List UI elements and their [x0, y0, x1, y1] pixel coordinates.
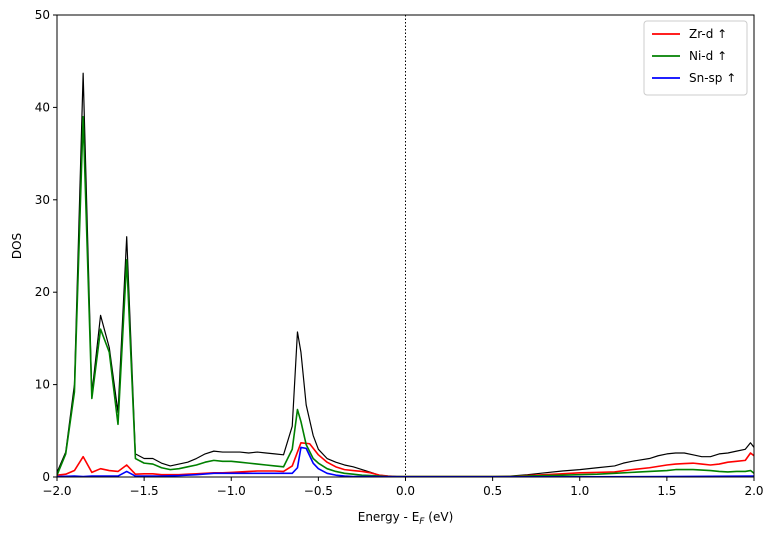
y-axis-label: DOS [10, 233, 24, 259]
x-tick-label: −2.0 [42, 484, 71, 498]
series-line-total [57, 72, 754, 477]
y-tick-label: 30 [35, 193, 50, 207]
x-tick-label: 1.0 [570, 484, 589, 498]
y-tick-label: 20 [35, 285, 50, 299]
y-ticks: 0 10 20 30 40 50 [35, 8, 57, 484]
series-line-ni-d [57, 115, 754, 477]
legend-label-sn-sp: Sn-sp ↑ [689, 71, 736, 85]
y-tick-label: 50 [35, 8, 50, 22]
x-tick-label: 0.0 [396, 484, 415, 498]
legend-label-ni-d: Ni-d ↑ [689, 49, 727, 63]
x-tick-label: −1.5 [130, 484, 159, 498]
x-axis-label-subscript: F [419, 517, 425, 527]
legend-box [643, 20, 748, 96]
x-tick-label: −0.5 [304, 484, 333, 498]
x-tick-label: 1.5 [657, 484, 676, 498]
y-tick-label: 40 [35, 100, 50, 114]
x-axis-label-unit: (eV) [424, 510, 453, 524]
y-tick-label: 0 [42, 470, 50, 484]
legend-label-zr-d: Zr-d ↑ [689, 27, 727, 41]
x-ticks: −2.0 −1.5 −1.0 −0.5 0.0 0.5 1.0 1.5 2.0 [42, 477, 764, 498]
plot-lines [57, 72, 754, 477]
y-tick-label: 10 [35, 378, 50, 392]
x-axis-label-main: Energy - E [358, 510, 420, 524]
x-tick-label: 0.5 [483, 484, 502, 498]
legend: Zr-d ↑ Ni-d ↑ Sn-sp ↑ [643, 20, 748, 96]
x-axis-label: Energy - EF (eV) [358, 510, 454, 527]
x-tick-label: −1.0 [217, 484, 246, 498]
series-line-zr-d [57, 442, 754, 477]
x-tick-label: 2.0 [744, 484, 763, 498]
